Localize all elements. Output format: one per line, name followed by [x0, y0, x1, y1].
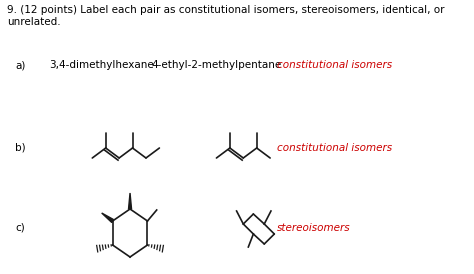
Polygon shape [128, 193, 132, 209]
Text: 4-ethyl-2-methylpentane: 4-ethyl-2-methylpentane [151, 60, 281, 70]
Text: constitutional isomers: constitutional isomers [277, 143, 392, 153]
Text: stereoisomers: stereoisomers [277, 223, 350, 233]
Text: c): c) [15, 223, 25, 233]
Polygon shape [102, 213, 113, 222]
Text: constitutional isomers: constitutional isomers [277, 60, 392, 70]
Text: 9. (12 points) Label each pair as constitutional isomers, stereoisomers, identic: 9. (12 points) Label each pair as consti… [7, 5, 444, 27]
Text: 3,4-dimethylhexane: 3,4-dimethylhexane [49, 60, 154, 70]
Text: b): b) [15, 143, 26, 153]
Text: a): a) [15, 60, 26, 70]
